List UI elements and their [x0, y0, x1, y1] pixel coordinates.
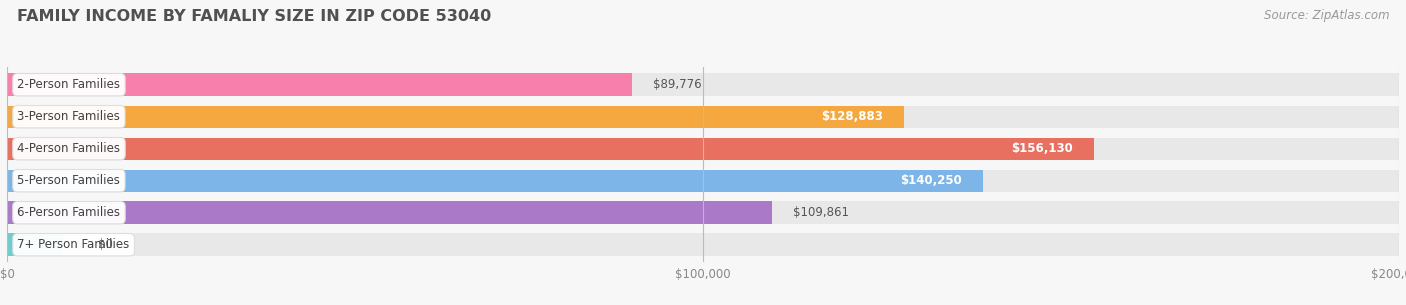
- Text: $109,861: $109,861: [793, 206, 848, 219]
- Text: $0: $0: [97, 238, 112, 251]
- Bar: [7, 106, 904, 128]
- Bar: [7, 138, 1399, 160]
- Bar: [7, 138, 1094, 160]
- Text: 3-Person Families: 3-Person Families: [17, 110, 121, 123]
- Bar: [7, 74, 631, 96]
- Bar: [7, 234, 63, 256]
- Text: FAMILY INCOME BY FAMALIY SIZE IN ZIP CODE 53040: FAMILY INCOME BY FAMALIY SIZE IN ZIP COD…: [17, 9, 491, 24]
- Bar: [7, 170, 1399, 192]
- Bar: [7, 234, 1399, 256]
- Text: $128,883: $128,883: [821, 110, 883, 123]
- Text: $156,130: $156,130: [1011, 142, 1073, 155]
- Text: $89,776: $89,776: [652, 78, 702, 91]
- Bar: [7, 202, 1399, 224]
- Bar: [7, 202, 772, 224]
- Text: 4-Person Families: 4-Person Families: [17, 142, 121, 155]
- Text: 7+ Person Families: 7+ Person Families: [17, 238, 129, 251]
- Text: 2-Person Families: 2-Person Families: [17, 78, 121, 91]
- Bar: [7, 74, 1399, 96]
- Text: Source: ZipAtlas.com: Source: ZipAtlas.com: [1264, 9, 1389, 22]
- Text: 6-Person Families: 6-Person Families: [17, 206, 121, 219]
- Bar: [7, 170, 983, 192]
- Text: $140,250: $140,250: [900, 174, 962, 187]
- Bar: [7, 106, 1399, 128]
- Text: 5-Person Families: 5-Person Families: [17, 174, 121, 187]
